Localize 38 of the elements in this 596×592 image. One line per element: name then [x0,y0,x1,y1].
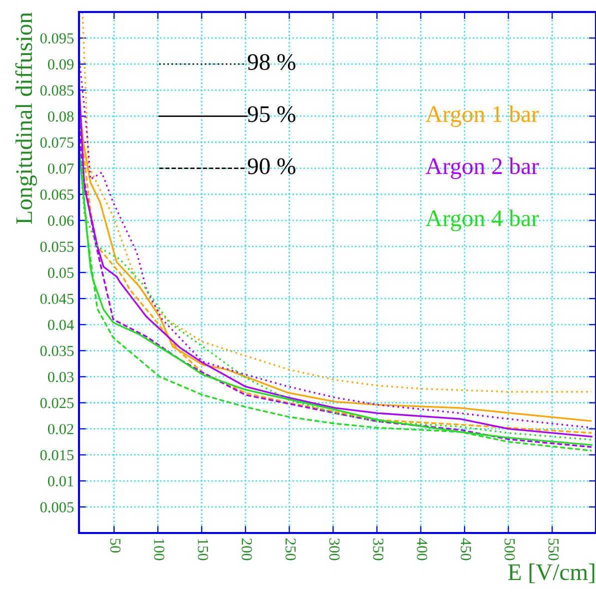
annotation: Argon 1 bar [426,105,539,127]
y-tick-label: 0.095 [40,33,74,44]
annotation: 98 % [248,54,296,70]
x-tick-label: 200 [242,538,252,560]
x-tick-label: 400 [416,538,428,560]
x-tick-label: 150 [198,539,208,560]
y-tick-label: 0.02 [48,424,74,434]
x-tick-label: 50 [110,538,121,553]
y-tick-label: 0.065 [40,189,74,200]
y-tick-label: 0.04 [48,320,74,330]
y-tick-label: 0.005 [40,502,74,512]
y-tick-label: 0.015 [40,450,74,460]
annotation: Argon 2 bar [426,158,539,180]
x-axis-title: E [V/cm] [508,564,594,584]
y-tick-label: 0.03 [48,372,74,382]
y-tick-label: 0.06 [48,216,74,226]
x-tick-label: 300 [329,538,340,560]
y-tick-label: 0.07 [48,163,74,174]
y-tick-label: 0.085 [40,85,74,96]
x-tick-label: 350 [373,538,384,560]
x-tick-label: 450 [460,538,472,560]
annotation: 95 % [248,106,296,122]
x-tick-label: 250 [285,538,296,560]
y-axis-title: Longitudinal diffusion [15,12,37,224]
y-tick-label: 0.01 [48,476,74,486]
y-tick-label: 0.075 [40,137,74,148]
y-tick-label: 0.045 [40,294,74,304]
y-tick-label: 0.055 [40,242,74,252]
x-tick-label: 500 [504,538,515,560]
x-tick-label: 550 [548,538,559,560]
annotation: 90 % [248,158,296,174]
y-tick-label: 0.05 [48,268,74,278]
y-tick-label: 0.025 [40,398,74,408]
y-tick-label: 0.035 [40,346,74,356]
annotation: Argon 4 bar [426,210,539,232]
y-tick-label: 0.08 [48,111,74,122]
y-tick-label: 0.09 [48,59,74,70]
x-tick-label: 100 [154,539,164,560]
